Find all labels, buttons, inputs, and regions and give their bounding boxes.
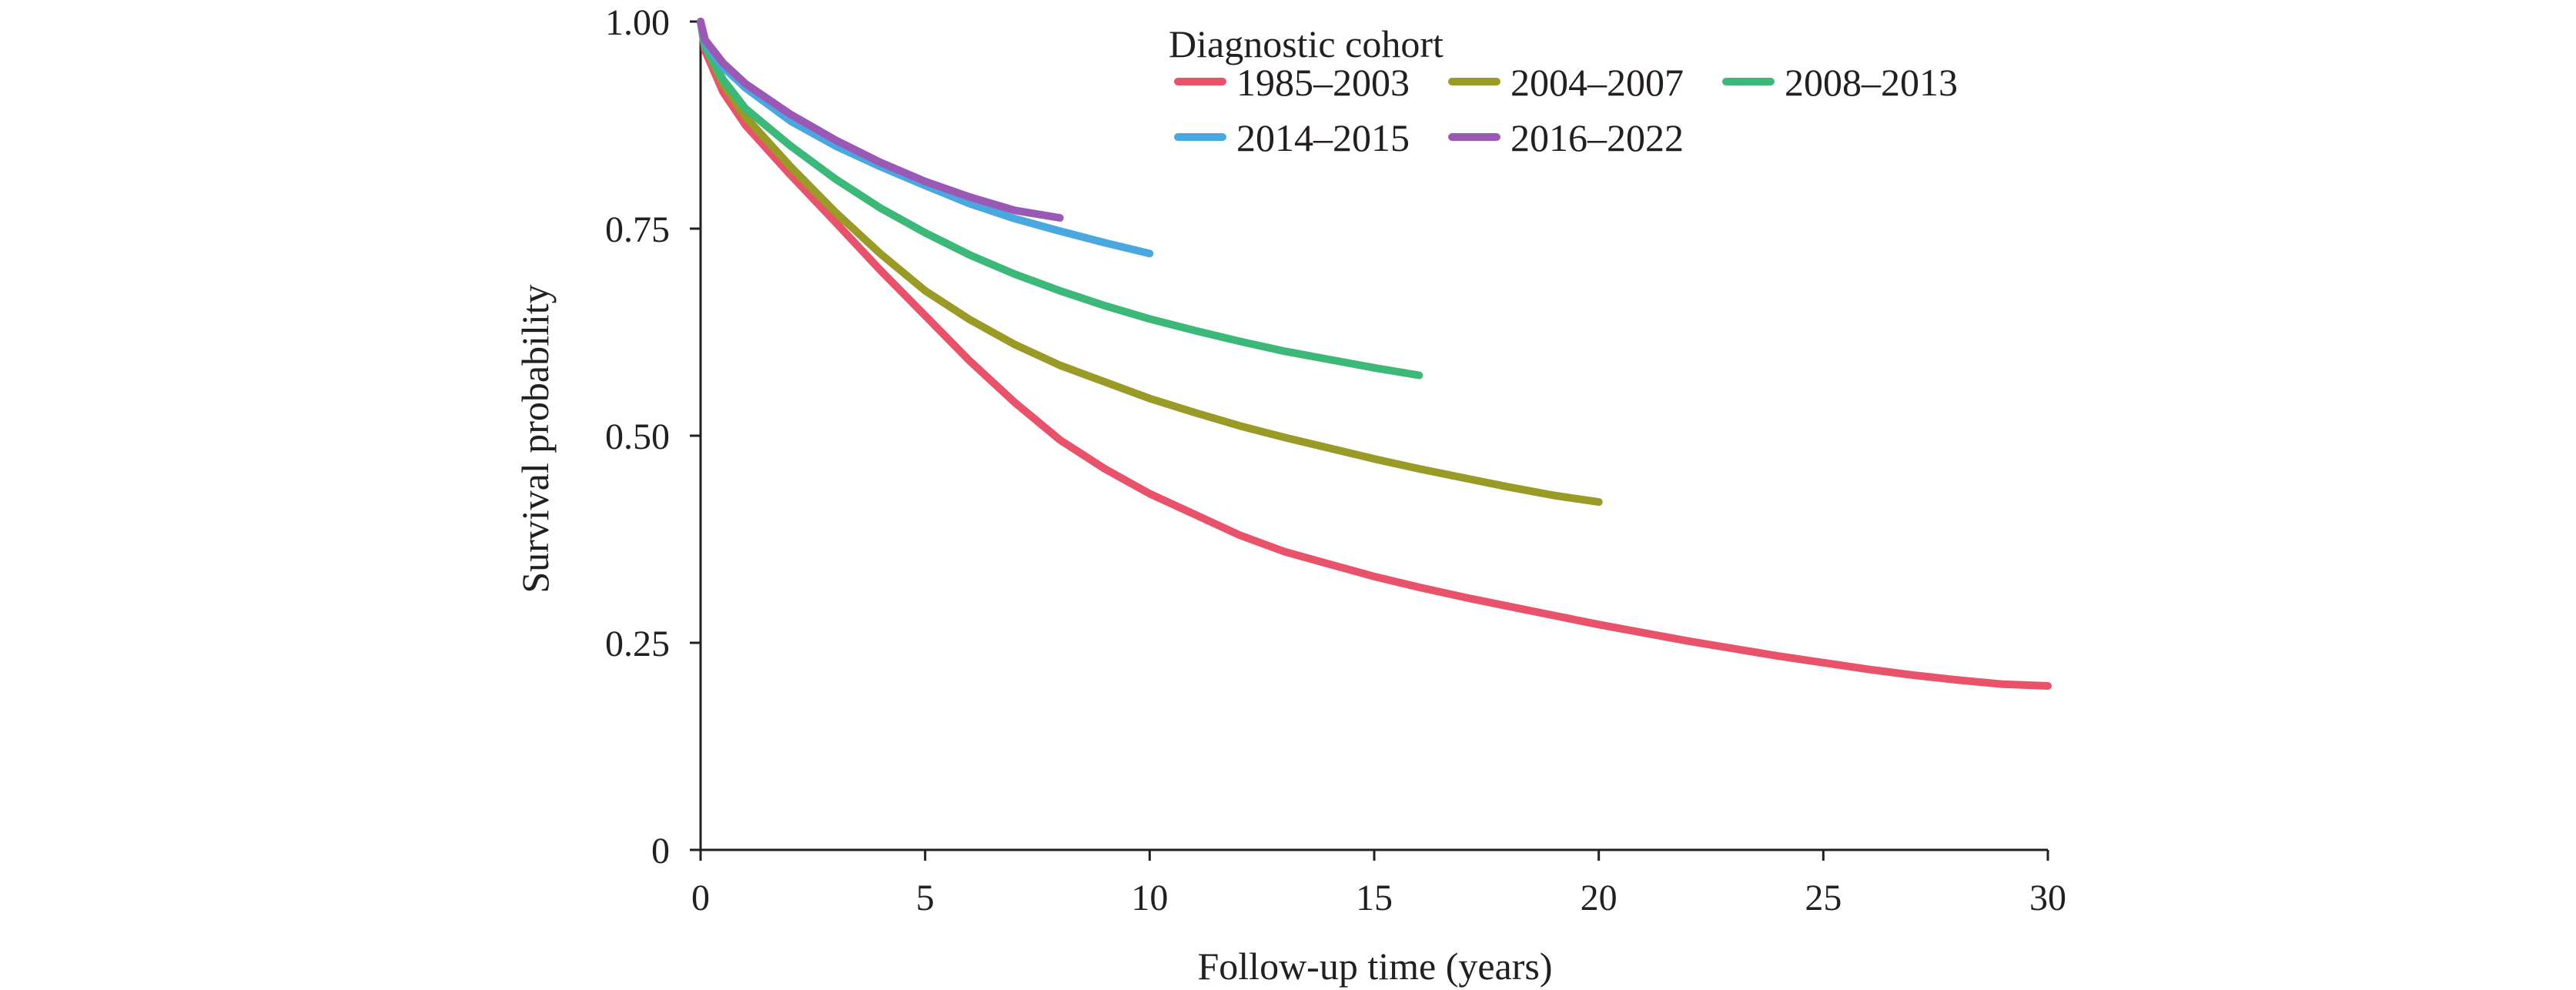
legend-title: Diagnostic cohort <box>1169 22 1444 65</box>
series-line-3 <box>697 18 1423 380</box>
y-tick-label: 0.75 <box>605 209 670 250</box>
legend-label-3: 2008–2013 <box>1785 61 1958 104</box>
series-group <box>697 18 2052 690</box>
y-tick-label: 1.00 <box>605 2 670 43</box>
x-tick-label: 25 <box>1805 878 1842 918</box>
plot-area: 0 5 10 15 20 25 30 0 0.25 0.50 0.75 1.00 <box>605 2 2066 918</box>
y-ticks: 0 0.25 0.50 0.75 1.00 <box>605 2 701 871</box>
x-tick-label: 5 <box>916 878 935 918</box>
x-tick-label: 0 <box>691 878 710 918</box>
x-tick-label: 15 <box>1356 878 1393 918</box>
legend-label-4: 2014–2015 <box>1236 116 1410 159</box>
series-line-1 <box>697 18 2052 690</box>
x-tick-label: 10 <box>1131 878 1168 918</box>
y-axis-title: Survival probability <box>514 284 557 593</box>
legend-label-2: 2004–2007 <box>1510 61 1684 104</box>
legend-label-5: 2016–2022 <box>1510 116 1684 159</box>
y-tick-label: 0.25 <box>605 624 670 664</box>
y-tick-label: 0 <box>651 831 670 871</box>
legend: Diagnostic cohort 1985–2003 2004–2007 2008… <box>1169 22 1958 159</box>
legend-items: 1985–2003 2004–2007 2008–2013 2014–2015 2016… <box>1174 61 1958 159</box>
y-tick-label: 0.50 <box>605 416 670 457</box>
x-axis-title: Follow-up time (years) <box>1197 945 1552 988</box>
series-line-5 <box>697 18 1064 222</box>
x-tick-label: 20 <box>1581 878 1618 918</box>
x-tick-label: 30 <box>2029 878 2066 918</box>
legend-label-1: 1985–2003 <box>1236 61 1410 104</box>
series-line-2 <box>697 18 1603 507</box>
x-ticks: 0 5 10 15 20 25 30 <box>691 850 2066 918</box>
